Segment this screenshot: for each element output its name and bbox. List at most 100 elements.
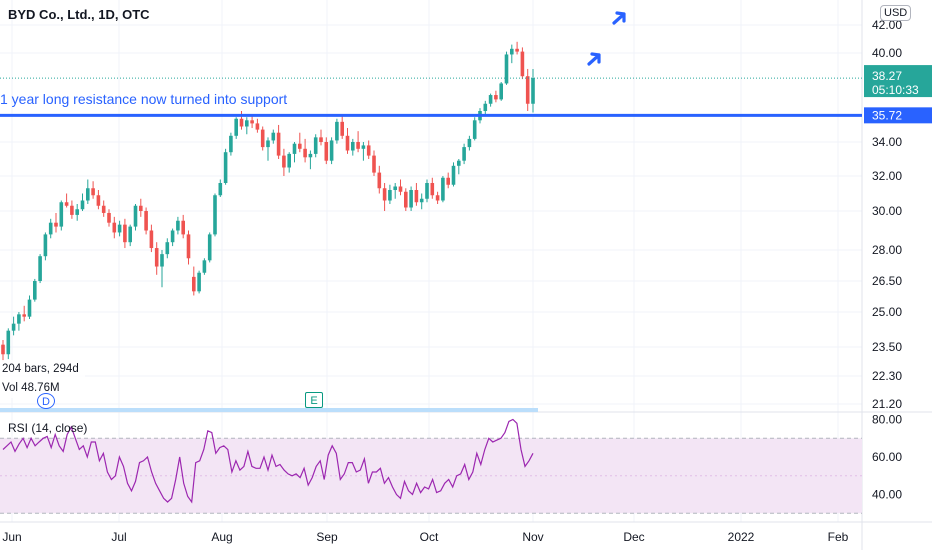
candle-body [324,142,329,161]
candle-body [186,234,191,259]
candle [123,218,127,249]
candle [48,218,53,239]
candle [197,270,201,294]
y-tick-label: 21.20 [872,397,902,411]
candle-body [282,155,286,168]
candle-body [123,224,127,243]
candle-body [139,205,143,211]
y-tick-label: 40.00 [872,46,902,60]
candle-body [404,191,408,208]
candle [366,140,371,159]
candle [499,82,503,101]
candle-body [101,205,106,213]
candle-body [38,256,42,281]
earnings-marker[interactable]: E [305,392,323,408]
candle-body [112,222,117,233]
candle-body [494,95,498,100]
candle [149,224,154,253]
candle-body [64,202,69,206]
candle [335,118,339,144]
candle-body [398,186,403,192]
candle [117,220,122,237]
candle [441,176,445,203]
candle-body [229,135,233,153]
candle-body [472,120,477,139]
candle-body [451,165,456,185]
candle [38,254,42,284]
candle-body [504,54,509,84]
candle [207,232,212,263]
candle-body [356,142,360,149]
candle-body [467,138,472,148]
candle [86,179,90,204]
rsi-line [2,418,534,504]
candle-body [22,314,26,317]
candle-body [11,323,16,331]
candle-body [133,205,138,227]
x-tick-label: Jul [111,530,126,544]
volume-label: Vol 48.76M [2,382,60,394]
candle-body [345,135,350,151]
candle [70,200,74,219]
candle [139,198,143,217]
candle [414,183,419,206]
currency-button[interactable]: USD [880,5,912,21]
candle [181,214,185,239]
candle [112,216,117,239]
volume-strip [0,408,538,412]
candle-body [372,155,376,173]
candle [483,100,488,115]
candle [64,193,69,208]
x-tick-label: Aug [211,530,232,544]
candle-body [361,145,366,149]
candle-body [298,143,302,149]
candle [351,138,355,156]
support-price-badge [864,107,932,124]
candle [287,152,291,173]
candle-body [419,198,424,203]
dividend-marker[interactable]: D [37,393,55,409]
candle-body [525,76,530,104]
candle [388,184,392,204]
candle [409,186,413,211]
candle-body [144,211,148,231]
candle [213,193,217,237]
candle-body [160,254,164,267]
up-arrow-icon [587,52,601,66]
candle [398,179,403,196]
candle [356,131,360,153]
candle [43,232,48,261]
candle-body [351,142,355,151]
y-tick-label: 34.00 [872,135,902,149]
candle [510,44,514,64]
candle [451,162,456,187]
candle [313,134,318,158]
candle-body [292,143,297,154]
candle-body [1,344,5,355]
candle-body [515,48,519,52]
candle-body [366,145,371,156]
candle [176,216,180,235]
candle-body [414,190,419,203]
last-price-label: 38.27 [872,69,902,83]
candle [324,137,329,165]
x-tick-label: Feb [828,530,849,544]
candle [372,150,376,176]
x-tick-label: Oct [420,530,439,544]
candle-body [520,51,525,77]
countdown-label: 05:10:33 [872,83,919,97]
candle-body [435,195,440,201]
candle [101,200,106,217]
candle-body [192,276,196,292]
candle-body [165,242,170,255]
candle [80,193,85,211]
candle [276,124,281,159]
candle-body [96,195,101,206]
candle [1,340,5,362]
x-tick-label: Jun [2,530,21,544]
candle-body [393,186,397,190]
candle-body [149,230,154,249]
support-annotation: 1 year long resistance now turned into s… [0,91,288,107]
candle [425,179,429,203]
